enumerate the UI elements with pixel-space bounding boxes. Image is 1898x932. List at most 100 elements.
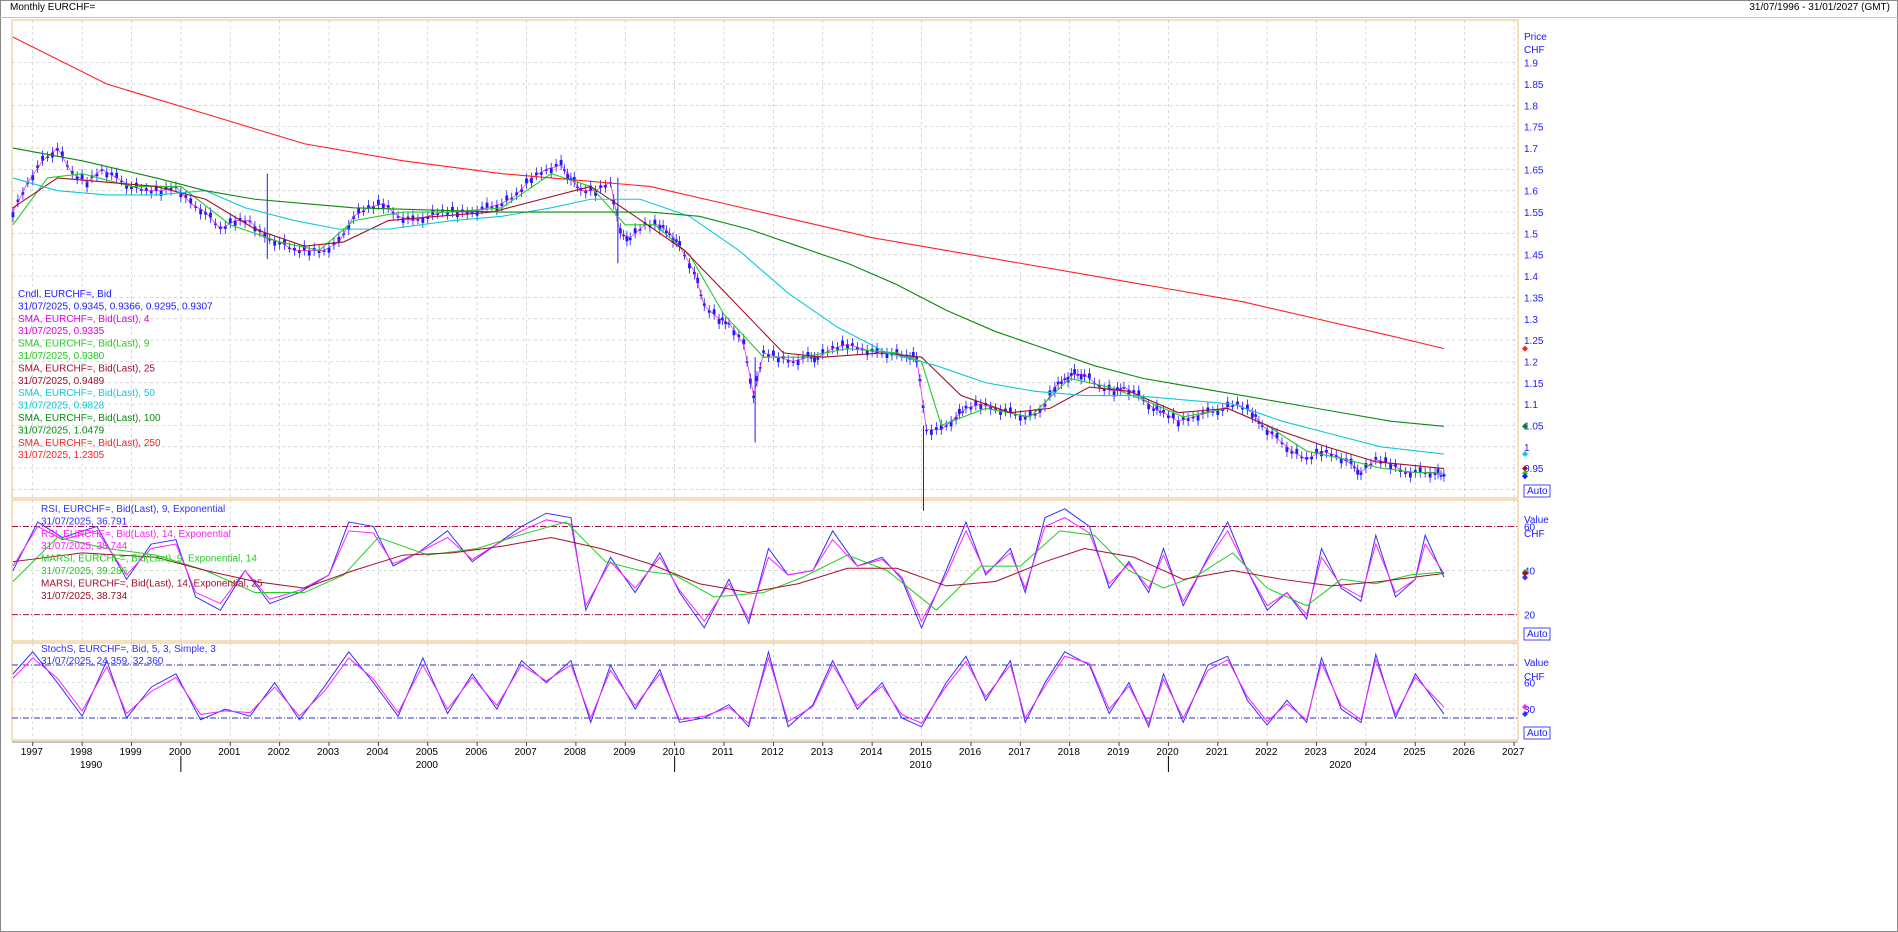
- x-tick-label: 2022: [1255, 747, 1278, 758]
- candle-body: [1088, 373, 1091, 379]
- candle-body: [110, 172, 114, 176]
- x-tick-label: 1997: [21, 747, 44, 758]
- candle-body: [500, 203, 504, 207]
- y-tick-label: 1.2: [1524, 357, 1538, 368]
- candle-body: [668, 233, 672, 235]
- candle-body: [446, 212, 449, 215]
- candle-body: [737, 334, 741, 338]
- candle-body: [56, 148, 59, 151]
- candle-body: [1152, 408, 1155, 411]
- candle-body: [228, 218, 232, 224]
- x-tick-label: 1999: [119, 747, 142, 758]
- legend-entry: 31/07/2025, 1.2305: [18, 450, 105, 461]
- axis-label: Value: [1524, 515, 1549, 526]
- candle-body: [813, 357, 816, 363]
- candle-body: [549, 167, 553, 174]
- candle-body: [135, 182, 138, 188]
- candle-body: [1009, 407, 1012, 413]
- candle-body: [80, 174, 84, 180]
- last-value-marker: [1522, 574, 1528, 581]
- x-tick-label: 2003: [317, 747, 340, 758]
- candle-body: [1196, 415, 1200, 421]
- auto-scale-button[interactable]: [1523, 627, 1551, 641]
- x-tick-label: 2006: [465, 747, 488, 758]
- candle-body: [559, 159, 563, 166]
- candle-body: [1428, 472, 1432, 478]
- candle-body: [480, 206, 484, 210]
- candle-body: [594, 190, 598, 196]
- candle-body: [1069, 373, 1073, 376]
- last-value-marker: [1522, 473, 1528, 480]
- last-value-marker: [1522, 451, 1528, 458]
- candle-body: [169, 187, 173, 191]
- candle-body: [658, 224, 662, 230]
- decade-label: 2020: [1329, 760, 1352, 771]
- candle-body: [727, 323, 731, 325]
- x-tick-label: 2010: [663, 747, 686, 758]
- candle-body: [1270, 431, 1274, 434]
- legend-entry: StochS, EURCHF=, Bid, 5, 3, Simple, 3: [41, 644, 216, 655]
- candle-body: [41, 155, 45, 161]
- last-value-marker: [1522, 704, 1528, 711]
- candle-body: [1250, 412, 1254, 418]
- candle-body: [1236, 401, 1239, 405]
- candle-body: [974, 400, 978, 406]
- candle-body: [357, 208, 361, 214]
- candle-body: [767, 354, 770, 357]
- candle-body: [925, 429, 928, 432]
- candle-body: [1043, 404, 1047, 407]
- candle-body: [485, 202, 489, 208]
- x-tick-label: 2018: [1058, 747, 1081, 758]
- candle-body: [954, 416, 958, 420]
- legend-entry: Cndl, EURCHF=, Bid: [18, 289, 112, 300]
- x-tick-label: 2001: [218, 747, 241, 758]
- candle-body: [622, 234, 626, 237]
- candle-body: [248, 220, 252, 223]
- candle-body: [1076, 374, 1080, 376]
- candle-body: [164, 186, 168, 190]
- candle-body: [1176, 421, 1180, 427]
- candle-body: [1158, 411, 1162, 413]
- candle-body: [347, 224, 351, 230]
- candle-body: [36, 165, 40, 168]
- auto-scale-button[interactable]: [1523, 484, 1551, 498]
- candle-body: [401, 217, 405, 223]
- candle-body: [1442, 474, 1446, 477]
- candle-body: [930, 429, 933, 435]
- candle-body: [1315, 448, 1318, 454]
- series-line-sma50: [12, 177, 1444, 455]
- y-tick-label: 0.95: [1524, 464, 1544, 475]
- candle-body: [307, 250, 311, 256]
- x-tick-label: 2017: [1008, 747, 1031, 758]
- legend-entry: 31/07/2025, 24.359, 32.360: [41, 656, 164, 667]
- candle-body: [628, 237, 632, 241]
- series-line-sma250: [12, 36, 1445, 350]
- legend-entry: SMA, EURCHF=, Bid(Last), 250: [18, 438, 161, 449]
- candle-body: [174, 186, 178, 188]
- y-tick-label: 1.3: [1524, 315, 1538, 326]
- candle-body: [1226, 401, 1230, 407]
- candle-body: [1320, 451, 1323, 457]
- candle-body: [505, 195, 509, 201]
- y-tick-label: 1.55: [1524, 208, 1544, 219]
- decade-label: 2000: [416, 760, 439, 771]
- candle-body: [994, 408, 997, 410]
- legend-entry: RSI, EURCHF=, Bid(Last), 14, Exponential: [41, 529, 231, 540]
- candle-body: [665, 230, 668, 234]
- candle-body: [293, 247, 296, 251]
- candle-body: [1280, 442, 1284, 445]
- auto-scale-label: Auto: [1527, 728, 1548, 739]
- candle-body: [724, 321, 728, 325]
- candle-body: [100, 169, 104, 171]
- legend-entry: SMA, EURCHF=, Bid(Last), 50: [18, 388, 155, 399]
- candle-body: [742, 339, 746, 345]
- candle-body: [1127, 389, 1131, 396]
- candle-body: [1418, 467, 1422, 473]
- candle-body: [961, 411, 965, 413]
- y-tick-label: 1.05: [1524, 421, 1544, 432]
- candle-body: [283, 239, 286, 245]
- auto-scale-button[interactable]: [1523, 726, 1551, 740]
